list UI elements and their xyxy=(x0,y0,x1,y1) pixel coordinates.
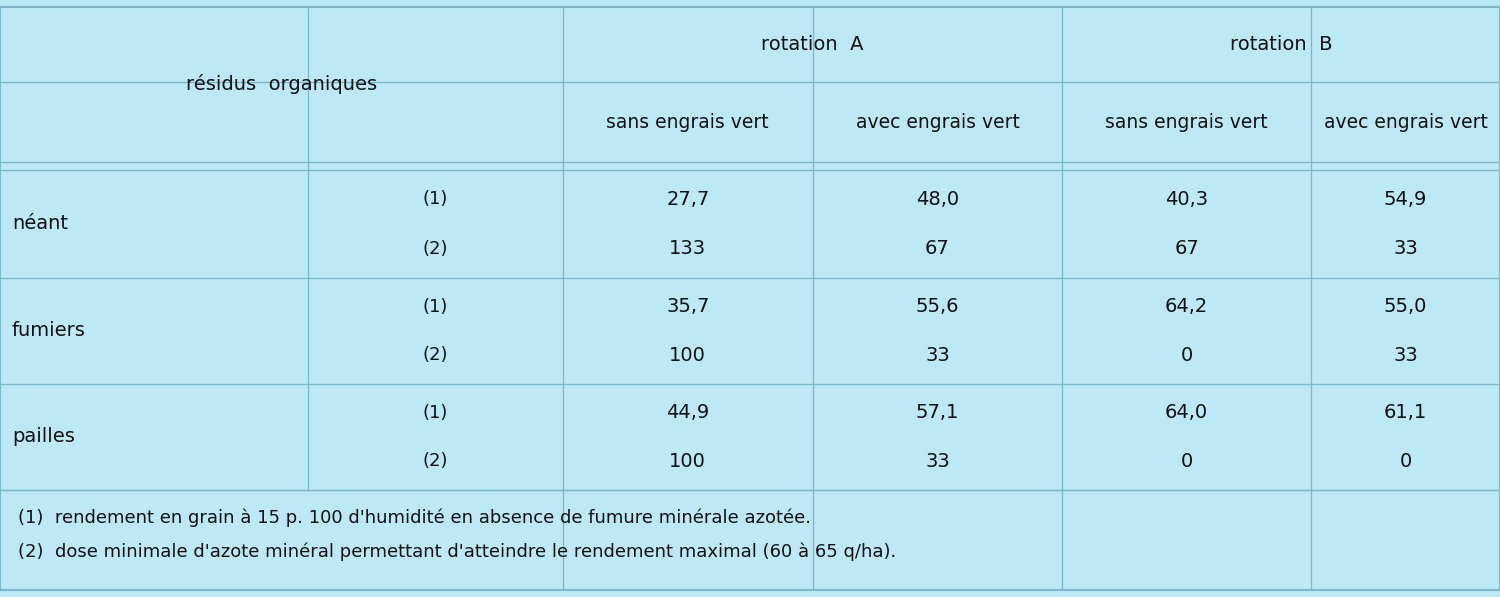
Text: néant: néant xyxy=(12,214,68,233)
Text: 33: 33 xyxy=(1394,346,1417,365)
Text: rotation  B: rotation B xyxy=(1230,35,1332,54)
Text: 0: 0 xyxy=(1400,452,1411,471)
Text: 55,6: 55,6 xyxy=(915,297,960,316)
Text: 64,2: 64,2 xyxy=(1166,297,1208,316)
Text: 54,9: 54,9 xyxy=(1384,190,1426,209)
Text: 27,7: 27,7 xyxy=(666,190,710,209)
Text: 67: 67 xyxy=(926,239,950,259)
Text: 0: 0 xyxy=(1180,452,1192,471)
Text: (1): (1) xyxy=(423,404,447,421)
Text: sans engrais vert: sans engrais vert xyxy=(606,112,770,131)
Text: 33: 33 xyxy=(1394,239,1417,259)
Text: 64,0: 64,0 xyxy=(1166,403,1208,422)
Text: 61,1: 61,1 xyxy=(1384,403,1426,422)
Text: (1): (1) xyxy=(423,190,447,208)
Text: 100: 100 xyxy=(669,346,706,365)
Text: rotation  A: rotation A xyxy=(760,35,864,54)
Text: 55,0: 55,0 xyxy=(1384,297,1426,316)
Text: 40,3: 40,3 xyxy=(1166,190,1208,209)
Text: fumiers: fumiers xyxy=(12,322,86,340)
Text: 57,1: 57,1 xyxy=(916,403,958,422)
Text: (1)  rendement en grain à 15 p. 100 d'humidité en absence de fumure minérale azo: (1) rendement en grain à 15 p. 100 d'hum… xyxy=(18,509,812,527)
Text: (2)  dose minimale d'azote minéral permettant d'atteindre le rendement maximal (: (2) dose minimale d'azote minéral permet… xyxy=(18,543,897,561)
Text: 67: 67 xyxy=(1174,239,1198,259)
Text: avec engrais vert: avec engrais vert xyxy=(855,112,1020,131)
Text: sans engrais vert: sans engrais vert xyxy=(1106,112,1268,131)
Text: 33: 33 xyxy=(926,452,950,471)
Text: (2): (2) xyxy=(423,240,447,258)
Text: pailles: pailles xyxy=(12,427,75,447)
Text: avec engrais vert: avec engrais vert xyxy=(1323,112,1488,131)
Text: résidus  organiques: résidus organiques xyxy=(186,75,376,94)
Text: 48,0: 48,0 xyxy=(916,190,958,209)
Text: 44,9: 44,9 xyxy=(666,403,710,422)
Text: 0: 0 xyxy=(1180,346,1192,365)
Text: 133: 133 xyxy=(669,239,706,259)
Text: 33: 33 xyxy=(926,346,950,365)
Text: 35,7: 35,7 xyxy=(666,297,710,316)
Text: 100: 100 xyxy=(669,452,706,471)
Text: (1): (1) xyxy=(423,298,447,316)
Text: (2): (2) xyxy=(423,453,447,470)
Text: (2): (2) xyxy=(423,346,447,364)
